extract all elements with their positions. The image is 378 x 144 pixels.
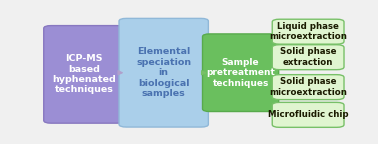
FancyBboxPatch shape [272, 45, 344, 70]
FancyBboxPatch shape [203, 34, 279, 112]
FancyBboxPatch shape [119, 18, 208, 127]
Text: Microfluidic chip: Microfluidic chip [268, 110, 349, 119]
Text: Liquid phase
microextraction: Liquid phase microextraction [269, 22, 347, 41]
Text: Solid phase
extraction: Solid phase extraction [280, 48, 336, 67]
FancyBboxPatch shape [272, 75, 344, 100]
FancyBboxPatch shape [272, 102, 344, 127]
FancyBboxPatch shape [272, 19, 344, 44]
Text: Solid phase
microextraction: Solid phase microextraction [269, 77, 347, 97]
Text: Elemental
speciation
in
biological
samples: Elemental speciation in biological sampl… [136, 47, 191, 98]
Text: Sample
pretreatment
techniques: Sample pretreatment techniques [206, 58, 275, 88]
FancyBboxPatch shape [44, 26, 124, 123]
Text: ICP-MS
based
hyphenated
techniques: ICP-MS based hyphenated techniques [52, 54, 116, 94]
